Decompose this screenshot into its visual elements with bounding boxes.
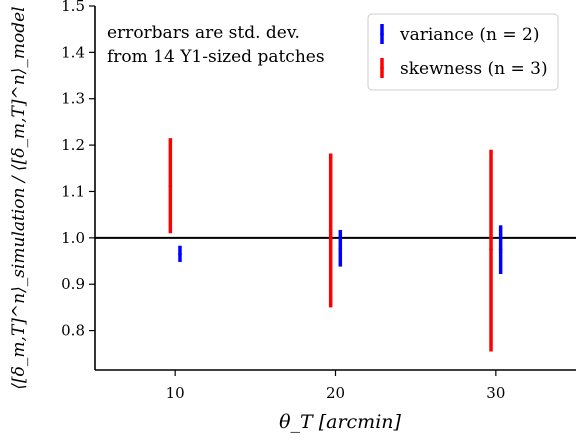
legend-label: variance (n = 2) (399, 25, 539, 45)
legend-marker-dot (380, 66, 384, 70)
x-tick-label: 30 (486, 384, 505, 402)
y-tick-label: 1.5 (61, 0, 85, 15)
legend-marker-dot (380, 32, 384, 36)
y-tick-label: 0.8 (61, 322, 85, 340)
data-point (168, 184, 173, 188)
y-axis-ticks: 0.8 0.9 1.0 1.1 1.2 1.3 1.4 1.5 (61, 0, 95, 340)
series-group (168, 138, 503, 352)
annotation: errorbars are std. dev. from 14 Y1-sized… (107, 23, 325, 67)
annotation-line-2: from 14 Y1-sized patches (107, 47, 325, 67)
y-tick-label: 1.0 (61, 229, 85, 247)
y-tick-label: 1.3 (61, 90, 85, 108)
legend-box (367, 13, 559, 91)
series-0 (178, 225, 503, 275)
annotation-line-1: errorbars are std. dev. (107, 23, 300, 43)
x-tick-label: 20 (326, 384, 345, 402)
data-point (338, 246, 343, 251)
data-point (328, 228, 333, 233)
legend: variance (n = 2) skewness (n = 3) (367, 13, 559, 91)
x-axis-ticks: 10 20 30 (166, 370, 505, 402)
data-point (489, 247, 493, 252)
y-tick-label: 1.1 (61, 182, 85, 200)
y-axis-label: ⟨[δ_m,T]^n⟩_simulation / ⟨[δ_m,T]^n⟩_mod… (9, 6, 29, 389)
y-tick-label: 0.9 (61, 275, 85, 293)
x-tick-label: 10 (166, 384, 185, 402)
x-axis-label: θ_T [arcmin] (279, 411, 401, 433)
data-point (498, 247, 503, 252)
y-tick-label: 1.4 (61, 43, 85, 61)
series-1 (168, 138, 493, 352)
y-tick-label: 1.2 (61, 136, 85, 154)
legend-label: skewness (n = 3) (400, 59, 548, 79)
data-point (178, 252, 182, 256)
